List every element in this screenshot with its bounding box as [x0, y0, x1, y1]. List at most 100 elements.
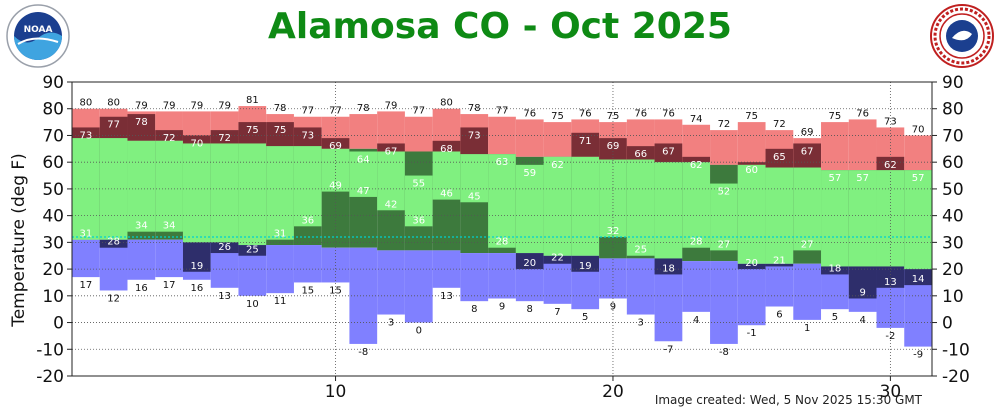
observed-range-bar: [515, 164, 544, 254]
y-tick-label-left: -10: [36, 340, 64, 360]
record-low-label: -9: [913, 350, 923, 361]
actual-high-label: 69: [607, 141, 620, 152]
above-normal-bar: [460, 127, 489, 155]
record-high-bar: [737, 122, 766, 165]
above-normal-bar: [682, 156, 711, 163]
record-low-label: 15: [329, 285, 342, 296]
observed-range-bar: [626, 159, 655, 256]
actual-low-label: 25: [246, 245, 259, 256]
record-low-label: 0: [416, 326, 422, 337]
record-low-label: 10: [246, 299, 259, 310]
record-high-label: 79: [163, 100, 176, 111]
actual-low-label: 19: [190, 261, 203, 272]
observed-range-bar: [238, 143, 267, 246]
actual-high-label: 72: [218, 133, 231, 144]
record-low-label: 9: [610, 301, 616, 312]
record-low-label: 6: [776, 310, 782, 321]
record-high-label: 74: [690, 114, 703, 125]
actual-high-label: 67: [385, 146, 398, 157]
record-low-label: 9: [499, 301, 505, 312]
below-normal-bar: [515, 253, 544, 270]
y-tick-label-left: 40: [42, 207, 64, 227]
below-normal-bar: [654, 258, 683, 275]
actual-high-label: 57: [829, 173, 842, 184]
record-low-label: 11: [274, 296, 287, 307]
record-high-label: 78: [274, 103, 287, 114]
actual-high-label: 70: [190, 138, 203, 149]
record-low-bar: [710, 261, 738, 344]
record-low-label: 13: [440, 291, 453, 302]
above-normal-bar: [99, 116, 128, 139]
y-tick-label-right: 20: [942, 260, 964, 280]
below-normal-bar: [821, 266, 849, 275]
observed-range-bar: [127, 140, 156, 232]
plot-frame: [71, 81, 933, 377]
actual-high-label: 67: [801, 146, 814, 157]
record-low-label: -7: [663, 344, 673, 355]
y-tick-label-left: 20: [42, 260, 64, 280]
record-low-label: 3: [638, 318, 644, 329]
nws-logo: [930, 4, 994, 68]
y-tick-label-left: 10: [42, 287, 64, 307]
record-low-bar: [377, 250, 405, 315]
observed-range-bar: [848, 170, 877, 267]
y-tick-label-left: 90: [42, 73, 64, 93]
below-normal-bar: [543, 255, 572, 264]
record-high-bar: [543, 122, 572, 157]
record-high-label: 75: [607, 111, 620, 122]
y-axis-label: Temperature (deg F): [9, 153, 29, 328]
actual-high-label: 67: [662, 146, 675, 157]
record-low-label: -1: [747, 328, 757, 339]
record-high-label: 80: [440, 98, 453, 109]
above-normal-bar: [654, 143, 683, 163]
record-low-bar: [737, 263, 766, 326]
actual-high-label: 75: [246, 125, 259, 136]
actual-high-label: 62: [551, 160, 564, 171]
record-low-bar: [765, 263, 794, 307]
observed-range-bar: [571, 156, 600, 256]
actual-high-label: 52: [718, 187, 731, 198]
record-high-bar: [682, 124, 711, 163]
above-normal-bar: [321, 138, 350, 149]
record-low-label: 13: [218, 291, 231, 302]
image-created-footer: Image created: Wed, 5 Nov 2025 15:30 GMT: [654, 393, 922, 407]
observed-range-bar: [210, 143, 239, 243]
record-low-label: 17: [163, 280, 176, 291]
record-low-label: 3: [388, 318, 394, 329]
y-tick-label-left: 70: [42, 126, 64, 146]
actual-low-label: 47: [357, 186, 370, 197]
observed-range-bar: [904, 170, 932, 270]
observed-range-bar: [765, 167, 794, 264]
actual-low-label: 36: [301, 215, 314, 226]
actual-high-label: 60: [745, 165, 758, 176]
record-high-bar: [710, 130, 738, 165]
below-normal-bar: [210, 242, 239, 254]
noaa-logo: NOAA: [6, 4, 70, 68]
record-low-bar: [682, 261, 711, 312]
observed-range-bar: [821, 170, 849, 267]
actual-low-label: 46: [440, 189, 453, 200]
y-tick-label-right: 10: [942, 287, 964, 307]
actual-high-label: 68: [440, 144, 453, 155]
record-low-label: 4: [859, 315, 865, 326]
below-normal-bar: [571, 255, 600, 272]
above-normal-bar: [737, 162, 766, 165]
actual-low-label: 20: [523, 258, 536, 269]
actual-high-label: 57: [912, 173, 925, 184]
noaa-logo-text: NOAA: [24, 25, 53, 35]
actual-low-label: 18: [662, 263, 675, 274]
record-high-label: 79: [135, 100, 148, 111]
actual-low-label: 34: [135, 221, 148, 232]
observed-range-bar: [404, 175, 433, 227]
actual-high-label: 66: [634, 149, 647, 160]
observed-range-bar: [377, 151, 405, 211]
record-high-label: 79: [218, 100, 231, 111]
actual-high-label: 73: [468, 130, 481, 141]
actual-low-label: 28: [496, 237, 509, 248]
record-high-label: 76: [856, 108, 869, 119]
y-tick-label-right: 0: [942, 314, 953, 334]
observed-range-bar: [349, 151, 378, 197]
record-high-label: 72: [718, 119, 731, 130]
below-normal-bar: [848, 266, 877, 299]
